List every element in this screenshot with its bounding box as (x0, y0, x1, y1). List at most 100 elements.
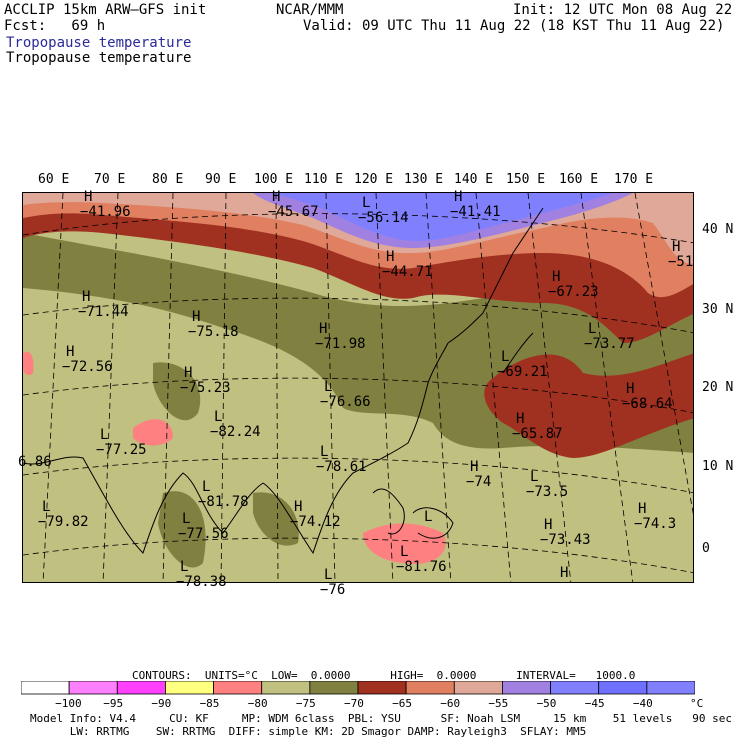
colorbar-tick-label: −85 (199, 697, 220, 710)
fill-minus80-patch (133, 419, 173, 446)
extremum-letter: L (501, 349, 510, 365)
extremum-letter: L (42, 499, 51, 515)
colorbar-swatch (357, 681, 407, 695)
org-label: NCAR/MMM (276, 2, 344, 18)
colorbar-tick-label: −50 (536, 697, 557, 710)
extremum-letter: H (66, 344, 75, 360)
extremum-value: −78.38 (176, 574, 227, 590)
map-extremum-label: H −45.67 (268, 190, 319, 220)
extremum-value: −65.87 (512, 426, 563, 442)
extremum-letter: H (552, 269, 561, 285)
colorbar-tick-label: −100 (55, 697, 82, 710)
extremum-letter: H (560, 565, 569, 581)
colorbar-swatch (21, 681, 70, 695)
extremum-value: −81.78 (198, 494, 249, 510)
fill-minus80-patch (363, 523, 446, 564)
model-title: ACCLIP 15km ARW–GFS init (4, 2, 207, 18)
extremum-letter: L (400, 544, 409, 560)
extremum-value: −71.98 (315, 336, 366, 352)
lon-label: 100 E (254, 172, 294, 187)
map-extremum-label: H −65.87 (512, 412, 563, 442)
map-extremum-label: H (556, 566, 568, 581)
map-extremum-label: H −68.64 (622, 382, 673, 412)
extremum-letter: H (82, 289, 91, 305)
extremum-letter: L (362, 195, 371, 211)
colorbar-swatch (550, 681, 600, 695)
extremum-value: −41.96 (80, 204, 131, 220)
extremum-value: −41.41 (450, 204, 501, 220)
extremum-value: −82.24 (210, 424, 261, 440)
extremum-value: −73.5 (526, 484, 569, 500)
fill-minus80-patch (23, 351, 34, 376)
extremum-letter: L (320, 444, 329, 460)
extremum-value: −44.71 (382, 264, 433, 280)
lat-label: 10 N (702, 459, 734, 474)
map-extremum-label: L (420, 510, 432, 525)
map-extremum-label: L −77.25 (96, 428, 147, 458)
colorbar-tick-label: −45 (584, 697, 605, 710)
lon-label: 60 E (38, 172, 70, 187)
colorbar-tick-label: −60 (440, 697, 461, 710)
lon-label: 80 E (152, 172, 184, 187)
extremum-letter: H (294, 499, 303, 515)
extremum-letter: H (470, 459, 479, 475)
map-extremum-label: H −74.3 (634, 502, 676, 532)
map-extremum-label: L −76.66 (320, 380, 371, 410)
extremum-letter: L (202, 479, 211, 495)
lon-label: 110 E (304, 172, 344, 187)
map-extremum-label: L −73.77 (584, 322, 635, 352)
tropopause-temperature-map (22, 192, 694, 583)
map-extremum-label: L −79.82 (38, 500, 89, 530)
lon-label: 150 E (506, 172, 546, 187)
extremum-letter: H (638, 501, 647, 517)
colorbar-swatch (116, 681, 166, 695)
extremum-value: −68.64 (622, 396, 673, 412)
contours-info: CONTOURS: UNITS=°C LOW= 0.0000 HIGH= 0.0… (132, 669, 636, 682)
colorbar-swatch (598, 681, 648, 695)
lon-label: 70 E (94, 172, 126, 187)
map-extremum-label: H −75.23 (180, 366, 231, 396)
colorbar-tick-label: −65 (392, 697, 413, 710)
colorbar-tick-label: −55 (488, 697, 509, 710)
extremum-letter: H (454, 189, 463, 205)
map-extremum-label: L −77.56 (178, 512, 229, 542)
map-extremum-label: L −69.21 (497, 350, 548, 380)
colorbar-tick-label: −95 (103, 697, 124, 710)
colorbar-tick-label: −70 (344, 697, 364, 710)
extremum-value: −51 (668, 254, 694, 270)
extremum-letter: H (192, 309, 201, 325)
extremum-letter: L (530, 469, 539, 485)
map-extremum-label: H −44.71 (382, 250, 433, 280)
extremum-value: −71.44 (78, 304, 129, 320)
map-extremum-label: H −74.12 (290, 500, 341, 530)
extremum-letter: L (324, 567, 333, 583)
colorbar-swatch (68, 681, 118, 695)
lon-label: 90 E (205, 172, 237, 187)
extremum-value: −77.56 (178, 526, 229, 542)
forecast-hour: Fcst: 69 h (4, 18, 106, 34)
fill-minus70-patch (253, 492, 299, 546)
model-info-line2: LW: RRTMG SW: RRTMG DIFF: simple KM: 2D … (30, 725, 587, 738)
colorbar (21, 681, 695, 695)
extremum-value: −76 (320, 582, 346, 598)
extremum-value: −79.82 (38, 514, 89, 530)
extremum-value: −69.21 (497, 364, 548, 380)
map-extremum-label: H −73.43 (540, 518, 591, 548)
model-info-line1: Model Info: V4.4 CU: KF MP: WDM 6class P… (30, 712, 732, 725)
map-extremum-label: H −51 (668, 240, 693, 270)
lon-label: 130 E (404, 172, 444, 187)
lat-label: 0 (702, 541, 710, 556)
map-extremum-label: H −74 (466, 460, 491, 490)
extremum-letter: L (588, 321, 597, 337)
extremum-letter: H (672, 239, 681, 255)
map-extremum-label: H −67.23 (548, 270, 599, 300)
extremum-value: −73.43 (540, 532, 591, 548)
colorbar-swatch (453, 681, 503, 695)
extremum-value: −75.18 (188, 324, 239, 340)
map-extremum-label: L −81.76 (396, 545, 447, 575)
extremum-letter: L (214, 409, 223, 425)
extremum-letter: L (100, 427, 109, 443)
extremum-value: −76.66 (320, 394, 371, 410)
colorbar-swatch (165, 681, 214, 695)
colorbar-swatch (646, 681, 695, 695)
